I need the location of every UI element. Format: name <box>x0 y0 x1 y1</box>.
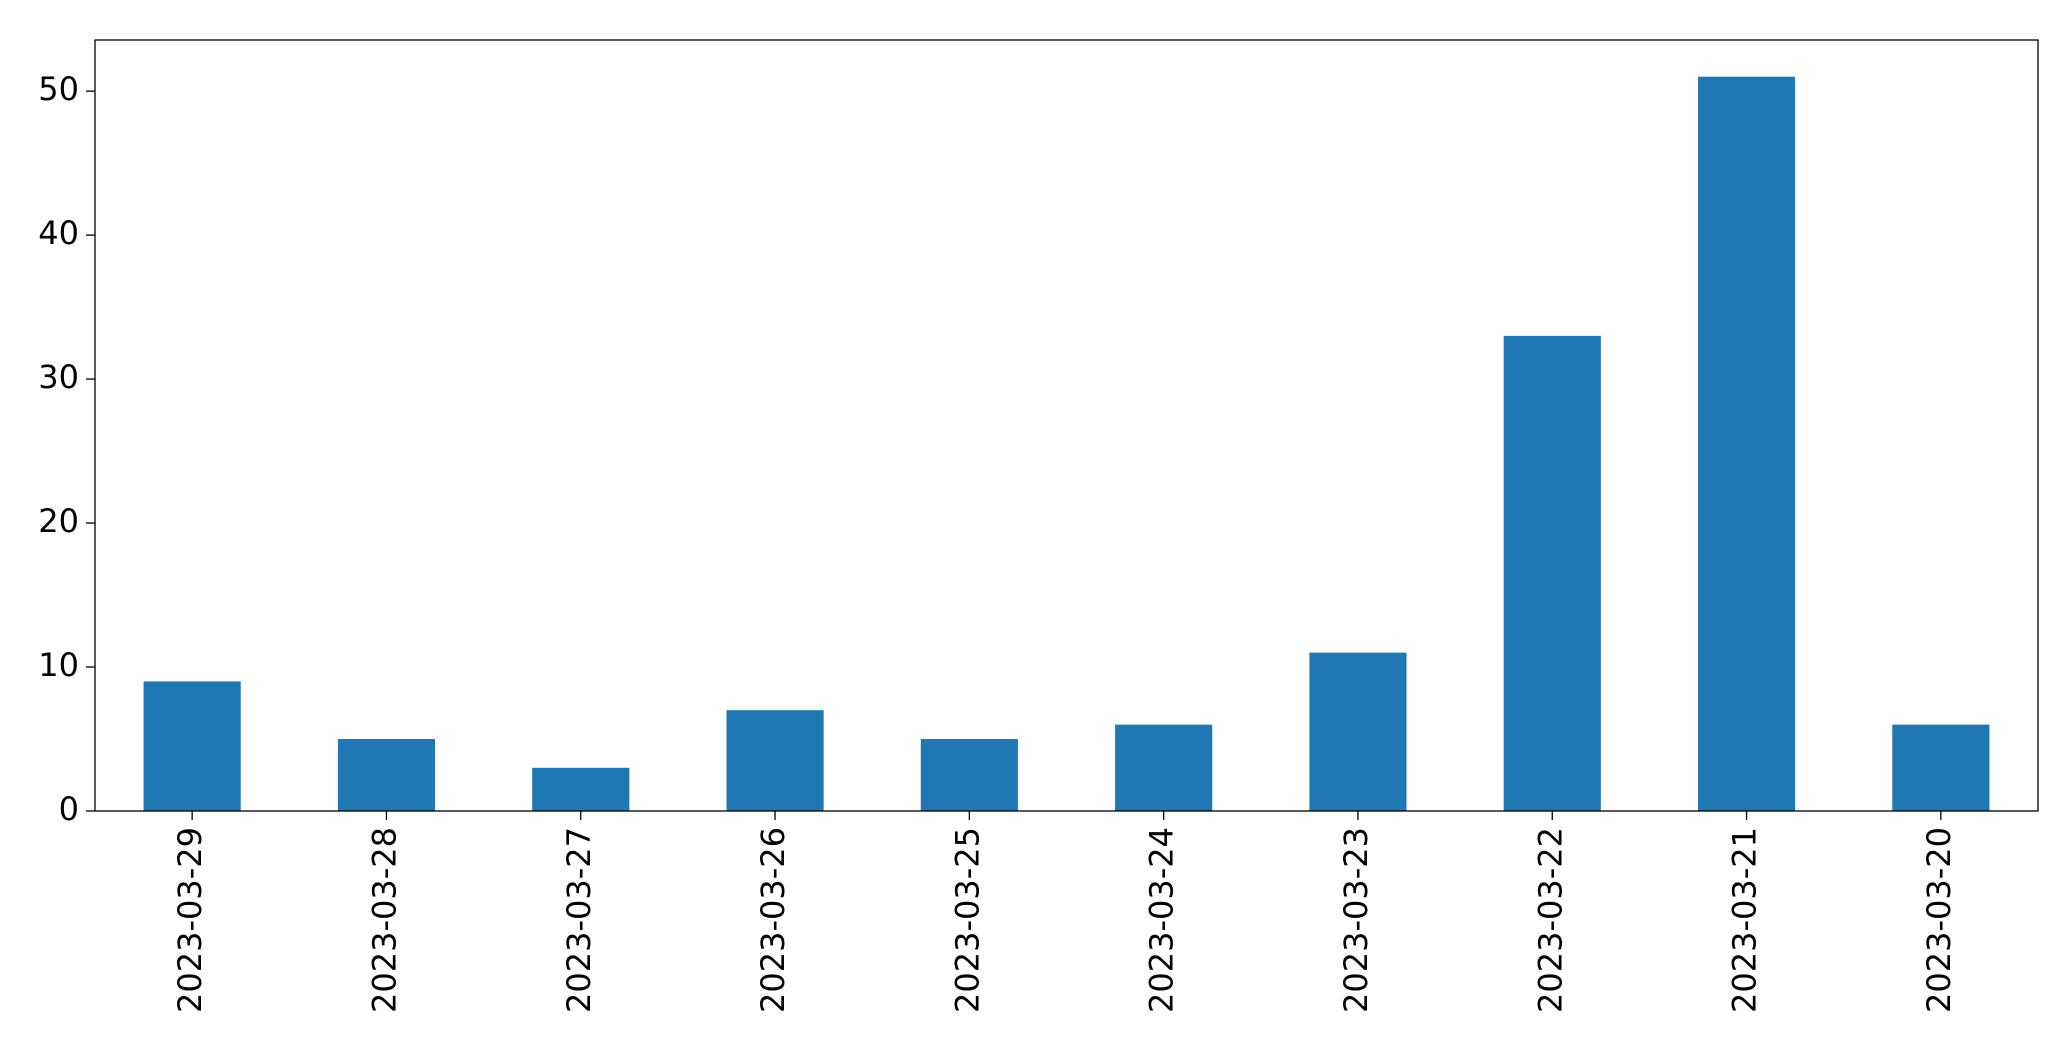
x-tick-label: 2023-03-25 <box>948 827 986 1013</box>
y-tick-label: 20 <box>38 502 79 540</box>
x-tick-label: 2023-03-20 <box>1920 827 1958 1013</box>
bar <box>920 739 1018 811</box>
x-tick-label: 2023-03-23 <box>1337 827 1375 1013</box>
y-tick-label: 30 <box>38 358 79 396</box>
x-tick-label: 2023-03-27 <box>560 827 598 1013</box>
x-tick-label: 2023-03-22 <box>1531 827 1569 1013</box>
bar <box>1503 335 1601 811</box>
bar <box>1309 652 1407 811</box>
bar <box>337 739 436 811</box>
y-tick-label: 40 <box>38 214 79 252</box>
x-tick-label: 2023-03-21 <box>1726 827 1764 1013</box>
plot-frame <box>94 39 2039 812</box>
x-tick-label: 2023-03-26 <box>754 827 792 1013</box>
y-tick-label: 10 <box>38 646 79 684</box>
x-tick-label: 2023-03-24 <box>1143 827 1181 1013</box>
bar <box>143 681 241 811</box>
x-tick-label: 2023-03-28 <box>365 827 403 1013</box>
bar <box>532 767 630 811</box>
bar <box>1892 724 1990 811</box>
bar <box>1115 724 1213 811</box>
y-tick-label: 50 <box>38 70 79 108</box>
bar <box>726 710 824 811</box>
y-tick-label: 0 <box>59 790 79 828</box>
x-tick-label: 2023-03-29 <box>171 827 209 1013</box>
bar <box>1697 76 1796 811</box>
